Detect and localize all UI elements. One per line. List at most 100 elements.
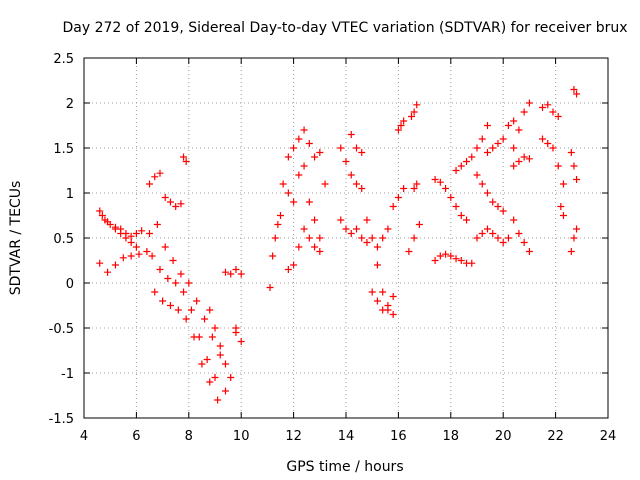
data-point	[352, 144, 360, 152]
series-cluster-b	[96, 248, 151, 276]
data-point	[290, 198, 298, 206]
data-point	[352, 180, 360, 188]
data-point	[96, 207, 104, 215]
data-point	[549, 144, 557, 152]
data-point	[452, 203, 460, 210]
data-point	[489, 230, 497, 237]
series-cluster-aa	[431, 176, 471, 224]
data-point	[161, 243, 169, 251]
data-point	[554, 113, 562, 120]
series-cluster-am	[570, 86, 581, 98]
chart-title: Day 272 of 2019, Sidereal Day-to-day VTE…	[62, 20, 627, 36]
data-point	[544, 101, 552, 109]
data-point	[206, 306, 214, 314]
series-cluster-s	[347, 131, 366, 156]
y-tick-label: -1	[61, 367, 74, 382]
data-point	[316, 234, 324, 242]
series-cluster-ao	[567, 225, 581, 255]
data-point	[337, 216, 345, 224]
data-point	[214, 396, 222, 404]
data-point	[494, 234, 502, 242]
x-tick-label: 20	[495, 429, 512, 444]
data-point	[447, 194, 455, 201]
data-point	[483, 149, 491, 156]
data-point	[559, 180, 567, 188]
series-cluster-d	[146, 169, 185, 210]
data-point	[567, 248, 575, 255]
data-point	[156, 266, 164, 273]
data-point	[468, 259, 476, 267]
data-point	[384, 225, 392, 233]
data-point	[539, 104, 546, 111]
series-cluster-y	[405, 221, 423, 255]
data-point	[156, 169, 164, 177]
x-tick-label: 22	[547, 429, 564, 444]
data-point	[206, 378, 214, 386]
series-cluster-ai	[510, 216, 533, 255]
data-point	[311, 216, 319, 224]
data-point	[373, 243, 381, 251]
data-point	[111, 261, 119, 269]
data-point	[290, 261, 298, 269]
data-point	[483, 225, 491, 233]
data-point	[567, 149, 575, 156]
data-point	[193, 297, 201, 305]
x-tick-label: 16	[390, 429, 407, 444]
data-point	[394, 126, 402, 134]
data-point	[525, 248, 533, 255]
data-point	[499, 207, 507, 215]
data-point	[457, 212, 465, 219]
data-point	[478, 230, 486, 237]
data-point	[483, 189, 491, 197]
series-cluster-f	[148, 252, 219, 381]
data-point	[161, 194, 169, 201]
data-point	[221, 387, 229, 395]
data-point	[570, 86, 578, 93]
data-point	[549, 108, 557, 116]
series-cluster-l	[266, 212, 284, 291]
data-point	[352, 225, 360, 233]
data-point	[525, 155, 533, 163]
data-point	[295, 171, 303, 179]
data-point	[494, 140, 502, 147]
data-point	[122, 230, 130, 237]
data-point	[117, 225, 125, 233]
data-point	[436, 252, 444, 260]
y-tick-label: 1.5	[53, 142, 74, 157]
grid-lines	[84, 58, 608, 418]
data-point	[494, 203, 502, 210]
series-cluster-i	[206, 270, 245, 381]
data-point	[373, 261, 381, 269]
data-point	[300, 225, 308, 233]
data-point	[146, 230, 153, 237]
data-point	[300, 126, 308, 134]
data-point	[520, 239, 528, 246]
data-point	[478, 180, 486, 188]
data-point	[221, 268, 229, 276]
data-point	[457, 162, 465, 170]
data-point	[573, 176, 581, 183]
data-point	[554, 162, 562, 170]
data-point	[182, 315, 190, 323]
data-point	[143, 248, 151, 255]
data-point	[182, 158, 190, 165]
series-cluster-n	[284, 225, 324, 273]
data-point	[151, 288, 159, 296]
series-cluster-ad	[473, 171, 507, 215]
data-point	[274, 221, 282, 228]
data-point	[573, 90, 581, 98]
data-point	[337, 144, 345, 152]
data-points	[96, 86, 581, 404]
series-cluster-j	[221, 266, 240, 278]
data-point	[284, 266, 292, 273]
series-cluster-o	[284, 126, 313, 161]
data-point	[221, 360, 229, 368]
data-point	[413, 101, 421, 109]
data-point	[216, 342, 224, 350]
data-point	[166, 302, 174, 309]
data-point	[187, 306, 195, 314]
data-point	[368, 234, 376, 242]
series-cluster-x	[408, 101, 421, 120]
data-point	[290, 144, 298, 152]
series-cluster-k	[232, 329, 245, 345]
